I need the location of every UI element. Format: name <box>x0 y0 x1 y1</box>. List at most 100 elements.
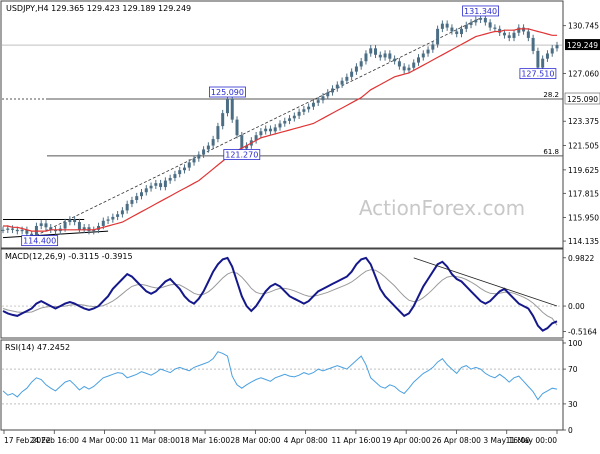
candle-body <box>536 50 540 68</box>
candle-body <box>359 61 363 67</box>
labels-layer: 28.2 61.8 131.340 125.090 121.270 127.510 114.… <box>21 5 559 247</box>
candle-body <box>211 139 215 146</box>
price-tick-label: 114.135 <box>568 237 599 246</box>
candle-body <box>369 48 373 54</box>
candle-body <box>335 84 339 89</box>
candle-body <box>206 145 210 150</box>
x-tick-label: 26 Apr 08:00 <box>432 436 481 445</box>
x-tick-label: 11 Mar 08:00 <box>130 436 180 445</box>
candle-body <box>49 227 53 230</box>
price-label-box <box>21 235 59 247</box>
candle-body <box>120 210 124 215</box>
macd-trendline <box>413 257 558 307</box>
candle-body <box>130 200 134 204</box>
candle-body <box>541 58 545 68</box>
candle-body <box>11 228 15 230</box>
candle-body <box>393 58 397 62</box>
x-tick-label: 28 Mar 00:00 <box>230 436 280 445</box>
candle-body <box>297 111 301 116</box>
x-tick-label: 24 Feb 16:00 <box>30 436 79 445</box>
candle-body <box>187 162 191 168</box>
macd-pane-frame <box>0 248 564 339</box>
candle-body <box>531 37 535 51</box>
candle-body <box>273 127 277 132</box>
candle-body <box>283 120 287 124</box>
candle-body <box>417 57 420 63</box>
watermark: ActionForex.com <box>359 196 525 220</box>
price-label-box <box>519 68 557 80</box>
price-label-box <box>223 149 261 160</box>
candle-body <box>321 96 325 101</box>
candle-body <box>345 76 349 81</box>
candle-body <box>326 92 330 97</box>
price-tick-label: 119.625 <box>568 166 599 175</box>
x-tick-label: 17 Feb 2022 <box>4 436 51 445</box>
rsi-tick-label: 30 <box>568 400 578 409</box>
candle-body <box>288 118 292 121</box>
candle-body <box>92 229 96 232</box>
candle-body <box>82 227 86 230</box>
x-tick-label: 18 Mar 16:00 <box>180 436 230 445</box>
candle-body <box>331 88 335 93</box>
price-trendline <box>31 17 481 238</box>
fib-level-label: 61.8 <box>543 148 559 156</box>
candle-body <box>163 180 167 188</box>
macd-signal-line <box>2 269 558 326</box>
candle-body <box>20 229 24 232</box>
candle-body <box>517 27 521 33</box>
candle-body <box>135 196 139 201</box>
candle-body <box>254 135 258 141</box>
candle-body <box>116 214 120 217</box>
price-label-text: 131.340 <box>464 7 497 16</box>
rsi-line <box>2 351 558 401</box>
marks-layer <box>1 14 559 401</box>
candle-body <box>450 27 454 32</box>
price-tick-label: 130.745 <box>568 22 599 31</box>
candle-body <box>245 145 249 149</box>
candle-body <box>364 53 368 62</box>
candle-body <box>311 102 315 107</box>
price-label-text: 121.270 <box>225 151 258 160</box>
price-tick-label: 121.505 <box>568 141 599 150</box>
candle-body <box>216 126 220 140</box>
price-tick-label: 117.815 <box>568 189 599 198</box>
macd-tick-label: 0.9822 <box>568 254 594 263</box>
candle-body <box>73 219 77 223</box>
candle-body <box>168 177 172 181</box>
candle-body <box>316 100 320 103</box>
x-tick-label: 4 Apr 08:00 <box>284 436 328 445</box>
candle-body <box>431 44 435 50</box>
candle-body <box>149 185 153 189</box>
candle-body <box>493 27 497 29</box>
candle-body <box>15 229 19 232</box>
price-pane-title: USDJPY,H4 129.365 129.423 129.189 129.24… <box>6 4 191 13</box>
candle-body <box>455 31 459 35</box>
price-pane-frame <box>0 0 564 249</box>
macd-pane-title: MACD(12,26,9) -0.3115 -0.3915 <box>5 252 133 261</box>
candle-body <box>159 183 163 188</box>
price-label-text: 127.510 <box>521 70 554 79</box>
price-label-box <box>462 5 499 17</box>
candle-body <box>154 183 158 186</box>
fib-price-tag <box>564 92 600 105</box>
candle-body <box>474 19 478 23</box>
candle-body <box>259 131 263 136</box>
candle-body <box>374 48 378 55</box>
candle-body <box>178 170 182 175</box>
candle-body <box>483 17 487 23</box>
candle-body <box>388 53 392 59</box>
macd-tick-label: 0.00 <box>568 302 585 311</box>
candle-body <box>240 135 244 149</box>
fib-price-tag-text: 125.090 <box>567 95 598 104</box>
candle-body <box>144 188 148 193</box>
candle-body <box>264 128 268 132</box>
candle-body <box>182 167 186 171</box>
candle-body <box>502 32 506 36</box>
candle-body <box>545 53 549 59</box>
candle-body <box>469 22 473 25</box>
candle-body <box>340 80 344 85</box>
candle-body <box>498 28 502 33</box>
macd-line <box>2 256 558 332</box>
candle-body <box>307 106 311 110</box>
